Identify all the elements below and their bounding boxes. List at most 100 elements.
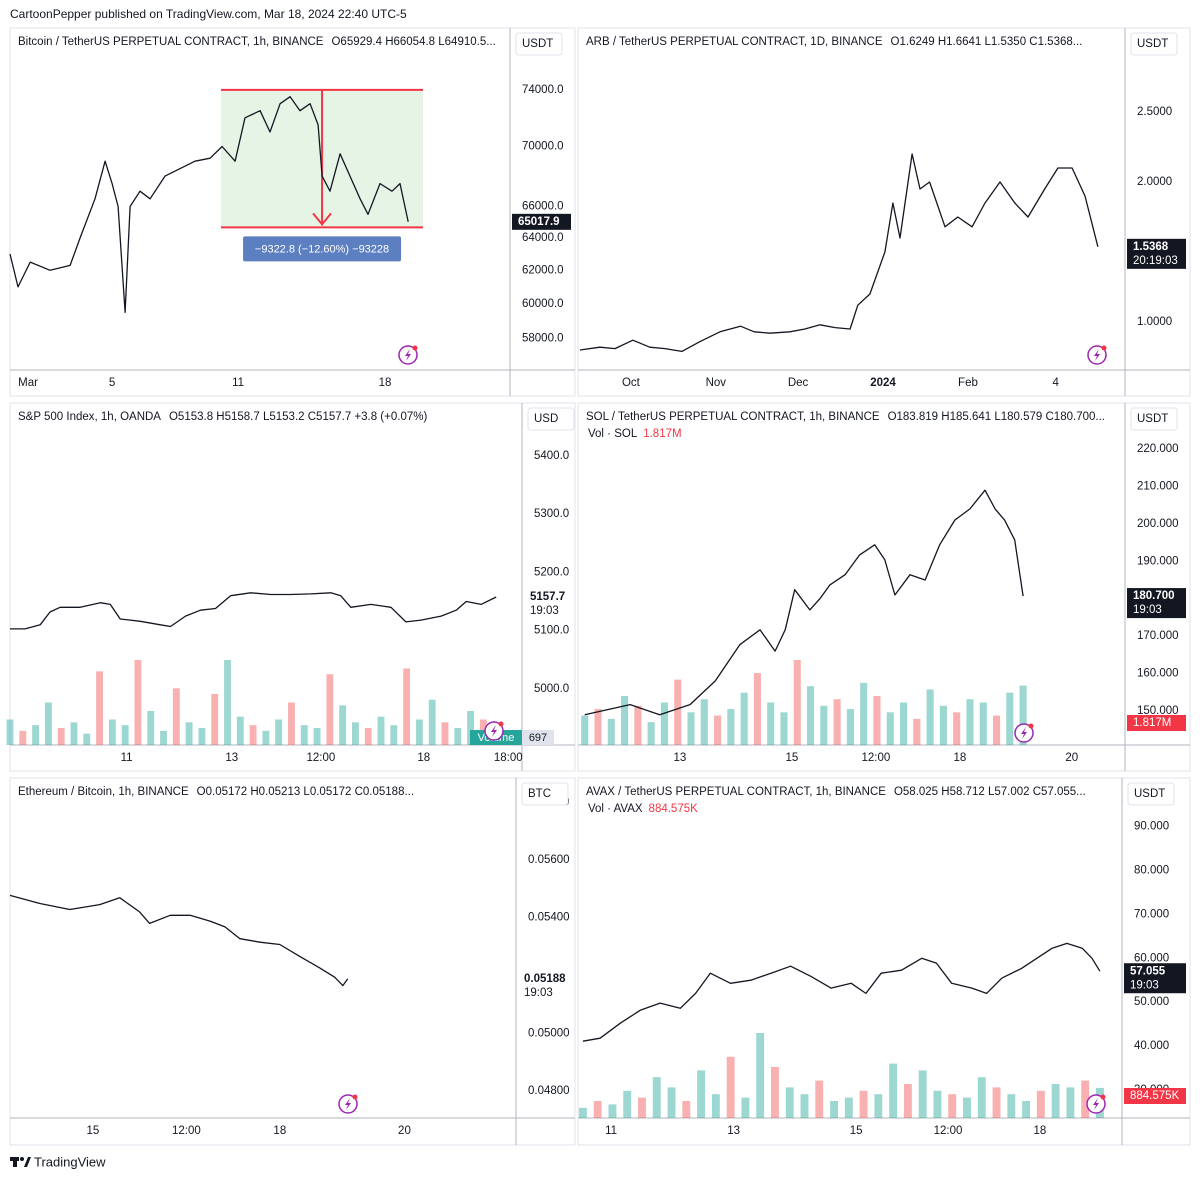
volume-bar xyxy=(741,1097,750,1118)
y-tick-label: 150.000 xyxy=(1137,705,1179,717)
volume-bar xyxy=(833,699,841,745)
x-tick-label: Oct xyxy=(622,377,641,389)
news-icon-dot xyxy=(498,721,504,727)
chart-legend: SOL / TetherUS PERPETUAL CONTRACT, 1h, B… xyxy=(586,411,1105,423)
news-icon-bolt xyxy=(1093,1098,1099,1110)
volume-bar xyxy=(607,718,615,745)
volume-bar xyxy=(1066,1087,1075,1118)
volume-bar xyxy=(667,1087,676,1118)
volume-bar xyxy=(32,725,40,745)
volume-bar xyxy=(621,695,629,745)
publish-header: CartoonPepper published on TradingView.c… xyxy=(10,7,407,21)
volume-bar xyxy=(652,1077,661,1118)
volume-bar xyxy=(6,719,14,745)
volume-bar xyxy=(172,688,180,745)
volume-bar xyxy=(647,722,655,745)
y-tick-label: 40.000 xyxy=(1134,1040,1169,1052)
volume-bar xyxy=(913,718,921,745)
y-tick-label: 0.04800 xyxy=(528,1085,570,1097)
countdown-label: 19:03 xyxy=(1130,979,1159,991)
volume-bar xyxy=(700,699,708,745)
x-tick-label: 18:00 xyxy=(494,752,523,764)
last-price-tag xyxy=(1124,963,1186,994)
footer-brand: TradingView xyxy=(34,1154,106,1169)
measure-label: −9322.8 (−12.60%) −93228 xyxy=(255,243,389,255)
currency-label: USD xyxy=(534,413,558,425)
ohlc-values: O65929.4 H66054.8 L64910.5... xyxy=(331,36,495,48)
x-tick-label: 2024 xyxy=(870,377,896,389)
last-price-label: 1.5368 xyxy=(1133,241,1169,253)
x-tick-label: 11 xyxy=(605,1125,617,1137)
volume-bar xyxy=(674,679,682,745)
ohlc-values: O0.05172 H0.05213 L0.05172 C0.05188... xyxy=(197,786,414,798)
chart-legend: ARB / TetherUS PERPETUAL CONTRACT, 1D, B… xyxy=(586,36,1082,48)
volume-bar xyxy=(593,1101,602,1118)
currency-label: USDT xyxy=(1137,413,1168,425)
volume-bar xyxy=(687,712,695,745)
y-tick-label: 160.000 xyxy=(1137,668,1179,680)
volume-bar xyxy=(963,1097,971,1118)
volume-tag xyxy=(1124,1088,1186,1104)
news-icon-bolt xyxy=(345,1098,351,1110)
symbol-title: Bitcoin / TetherUS PERPETUAL CONTRACT, 1… xyxy=(18,36,324,48)
volume-bar xyxy=(830,1101,838,1118)
volume-bar xyxy=(454,728,462,745)
volume-bar xyxy=(860,682,868,745)
chart-panel: 220.000 210.000 200.000 190.000 170.000 160.0… xyxy=(577,402,1191,772)
y-tick-label: 80.000 xyxy=(1134,865,1169,877)
last-price-label: 65017.9 xyxy=(518,216,560,228)
y-tick-label: 2.5000 xyxy=(1137,106,1172,118)
volume-bar xyxy=(377,716,385,745)
x-tick-label: 18 xyxy=(953,752,966,764)
volume-bar xyxy=(933,1090,942,1118)
x-tick-label: 12:00 xyxy=(861,752,890,764)
symbol-title: AVAX / TetherUS PERPETUAL CONTRACT, 1h, … xyxy=(586,786,886,798)
currency-label: BTC xyxy=(528,788,551,800)
currency-box xyxy=(515,32,563,56)
volume-bar xyxy=(96,671,103,745)
last-price-tag xyxy=(524,589,571,620)
volume-tag-label: 1.817M xyxy=(1133,717,1171,729)
volume-bar xyxy=(339,705,347,745)
volume-bar xyxy=(1019,685,1027,745)
last-price-label: 5157.7 xyxy=(530,591,565,603)
y-tick-label: 200.000 xyxy=(1137,518,1179,530)
volume-bar xyxy=(948,1094,957,1118)
currency-box xyxy=(1130,407,1178,431)
chart-legend: Ethereum / Bitcoin, 1h, BINANCE O0.05172 … xyxy=(18,786,414,798)
chart-panel: 0.058000.056000.054000.050000.048001512:… xyxy=(9,777,576,1146)
volume-bar xyxy=(767,702,775,745)
y-tick-label: 70.000 xyxy=(1134,908,1169,920)
volume-bar xyxy=(939,705,947,745)
x-tick-label: 15 xyxy=(86,1125,99,1137)
currency-box xyxy=(1130,32,1178,56)
y-tick-label: 5100.0 xyxy=(534,625,569,637)
chart-panel: 2.5000 2.0000 1.0000 Oct Nov Dec 2024 Feb 4 ARB /… xyxy=(577,27,1191,397)
last-price-tag xyxy=(518,970,571,1001)
volume-bar xyxy=(390,725,398,745)
volume-value-box xyxy=(522,730,554,745)
currency-label: USDT xyxy=(522,38,553,50)
y-tick-label: 70000.0 xyxy=(522,141,564,153)
volume-bar xyxy=(275,719,283,745)
volume-bar xyxy=(313,728,321,745)
y-tick-label: 0.05000 xyxy=(528,1027,570,1039)
x-tick-label: 12:00 xyxy=(306,752,335,764)
symbol-title: ARB / TetherUS PERPETUAL CONTRACT, 1D, B… xyxy=(586,36,883,48)
y-tick-label: 0.05400 xyxy=(528,912,570,924)
volume-bar xyxy=(403,668,411,745)
x-tick-label: 20 xyxy=(398,1125,411,1137)
volume-name: Vol · AVAX xyxy=(588,803,643,815)
volume-bar xyxy=(108,719,116,745)
tv-logo xyxy=(10,1157,31,1167)
panel-border xyxy=(577,27,1191,397)
x-tick-label: 12:00 xyxy=(934,1125,963,1137)
news-icon-bolt xyxy=(1021,727,1027,739)
volume-bar xyxy=(815,1080,824,1118)
y-tick-label: 190.000 xyxy=(1137,555,1179,567)
ohlc-values: O58.025 H58.712 L57.002 C57.055... xyxy=(894,786,1086,798)
volume-bar xyxy=(727,709,735,745)
last-price-tag xyxy=(1127,588,1186,619)
news-icon-dot xyxy=(1100,1094,1106,1100)
x-tick-label: 11 xyxy=(232,377,244,389)
